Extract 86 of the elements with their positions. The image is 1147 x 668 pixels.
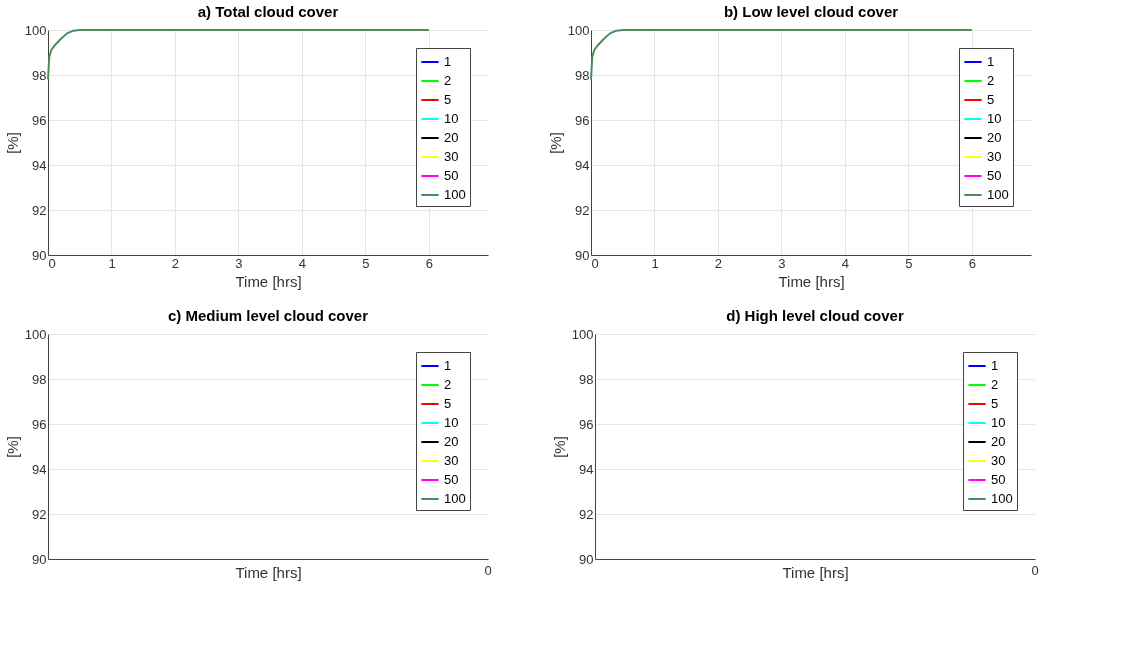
legend-label: 1 [991, 358, 999, 373]
chart-title: b) Low level cloud cover [723, 3, 899, 20]
legend-label: 30 [987, 149, 1002, 164]
y-tick-label: 100 [24, 326, 47, 342]
y-tick-label: 92 [579, 506, 594, 522]
legend-label: 5 [991, 396, 999, 411]
y-tick-label: 98 [32, 67, 47, 83]
x-tick-label: 6 [425, 255, 434, 271]
legend-label: 100 [444, 187, 466, 202]
legend-label: 30 [444, 149, 459, 164]
text: 0 [1031, 563, 1039, 578]
legend-label: 50 [444, 168, 459, 183]
legend-label: 1 [987, 54, 995, 69]
y-tick-label: 100 [571, 326, 594, 342]
legend-label: 100 [444, 491, 466, 506]
y-tick-label: 92 [32, 506, 47, 522]
y-tick-label: 90 [32, 247, 47, 263]
y-tick-label: 94 [579, 461, 594, 477]
legend-label: 50 [444, 472, 459, 487]
x-tick-label: 2 [714, 255, 723, 271]
x-tick-label: 3 [235, 255, 243, 271]
x-tick-label: 6 [968, 255, 977, 271]
legend-label: 30 [444, 453, 459, 468]
legend-label: 10 [991, 415, 1006, 430]
x-axis-title: Time [hrs] [782, 563, 849, 581]
y-tick-label: 98 [579, 371, 594, 387]
legend-label: 100 [991, 491, 1013, 506]
y-tick-label: 96 [579, 416, 594, 432]
legend-label: 10 [444, 415, 459, 430]
legend-label: 20 [991, 434, 1006, 449]
legend-label: 10 [987, 111, 1002, 126]
legend-label: 20 [444, 130, 459, 145]
legend-label: 2 [987, 73, 995, 88]
legend-label: 20 [987, 130, 1002, 145]
y-tick-label: 92 [575, 202, 590, 218]
line-series [47, 29, 430, 81]
legend-label: 1 [444, 358, 452, 373]
y-axis-title: [%] [3, 436, 21, 458]
x-tick-label: 3 [778, 255, 786, 271]
y-tick-label: 100 [567, 22, 590, 38]
x-tick-label: 4 [841, 255, 850, 271]
line-series [590, 29, 973, 81]
x-tick-label: 1 [651, 255, 659, 271]
y-axis-title: [%] [550, 436, 568, 458]
y-tick-label: 96 [575, 112, 590, 128]
y-tick-label: 98 [32, 371, 47, 387]
x-tick-label: 2 [171, 255, 180, 271]
text: 0 [484, 563, 492, 578]
legend-label: 2 [991, 377, 999, 392]
x-axis-title: Time [hrs] [235, 272, 302, 290]
y-tick-label: 96 [32, 416, 47, 432]
legend-label: 10 [444, 111, 459, 126]
legend-label: 1 [444, 54, 452, 69]
y-axis-title: [%] [546, 132, 564, 154]
y-tick-label: 90 [579, 551, 594, 567]
x-axis-title: Time [hrs] [235, 563, 302, 581]
legend-label: 20 [444, 434, 459, 449]
x-tick-label: 5 [362, 255, 370, 271]
y-axis-title: [%] [3, 132, 21, 154]
x-tick-label: 5 [905, 255, 913, 271]
chart-title: a) Total cloud cover [197, 3, 339, 20]
y-tick-label: 92 [32, 202, 47, 218]
y-tick-label: 100 [24, 22, 47, 38]
chart-title: c) Medium level cloud cover [167, 307, 369, 324]
y-tick-label: 96 [32, 112, 47, 128]
y-tick-label: 94 [575, 157, 590, 173]
legend-label: 5 [987, 92, 995, 107]
x-tick-label: 0 [591, 255, 599, 271]
y-tick-label: 94 [32, 157, 47, 173]
legend-label: 5 [444, 396, 452, 411]
y-tick-label: 94 [32, 461, 47, 477]
legend-label: 50 [987, 168, 1002, 183]
legend-label: 2 [444, 377, 452, 392]
legend-label: 30 [991, 453, 1006, 468]
legend-label: 50 [991, 472, 1006, 487]
y-tick-label: 90 [575, 247, 590, 263]
chart-title: d) High level cloud cover [726, 307, 904, 324]
legend-label: 2 [444, 73, 452, 88]
x-tick-label: 1 [108, 255, 116, 271]
legend-label: 100 [987, 187, 1009, 202]
legend-label: 5 [444, 92, 452, 107]
y-tick-label: 90 [32, 551, 47, 567]
y-tick-label: 98 [575, 67, 590, 83]
x-tick-label: 4 [298, 255, 307, 271]
x-tick-label: 0 [48, 255, 56, 271]
x-axis-title: Time [hrs] [778, 272, 845, 290]
